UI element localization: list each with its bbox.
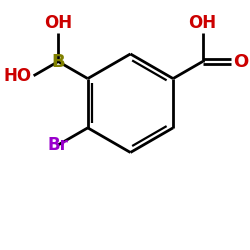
Text: B: B: [52, 52, 65, 70]
Text: OH: OH: [44, 14, 72, 32]
Text: OH: OH: [188, 14, 217, 32]
Text: Br: Br: [48, 136, 69, 154]
Text: HO: HO: [4, 67, 32, 85]
Text: O: O: [233, 52, 248, 70]
